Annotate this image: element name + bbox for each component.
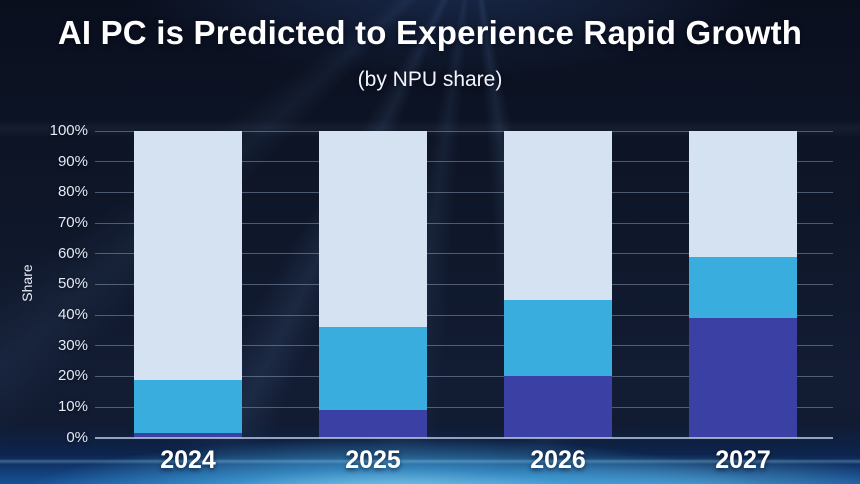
y-tick-label: 60% — [57, 244, 88, 262]
y-tick-label: 0% — [66, 428, 88, 446]
gridline — [95, 375, 833, 377]
y-tick-label: 90% — [57, 152, 88, 170]
y-tick-label: 80% — [57, 183, 88, 201]
bar-segment-2025-bottom-segment-dark-indigo — [319, 410, 427, 438]
gridline — [95, 283, 833, 285]
bar-segment-2026-bottom-segment-dark-indigo — [504, 376, 612, 438]
gridline — [95, 314, 833, 316]
x-tick-label-2027: 2027 — [715, 446, 771, 474]
bar-segment-2027-middle-segment-blue — [689, 256, 797, 319]
gridline — [95, 191, 833, 193]
bar-segment-2026-top-segment-light-blue — [504, 131, 612, 300]
y-tick-label: 30% — [57, 336, 88, 354]
bar-segment-2024-middle-segment-blue — [134, 379, 242, 434]
x-axis-baseline — [95, 436, 833, 439]
y-tick-label: 70% — [57, 214, 88, 232]
x-tick-label-2024: 2024 — [160, 446, 216, 474]
y-tick-label: 20% — [57, 367, 88, 385]
gridline — [95, 406, 833, 408]
gridline — [95, 130, 833, 132]
bar-segment-2025-middle-segment-blue — [319, 327, 427, 411]
bar-segment-2027-bottom-segment-dark-indigo — [689, 318, 797, 438]
gridline — [95, 161, 833, 163]
chart-subtitle: (by NPU share) — [357, 68, 503, 91]
x-tick-label-2025: 2025 — [345, 446, 401, 474]
gridline — [95, 222, 833, 224]
bar-segment-2026-middle-segment-blue — [504, 299, 612, 377]
y-tick-label: 10% — [57, 398, 88, 416]
gridline — [95, 253, 833, 255]
x-tick-label-2026: 2026 — [530, 446, 586, 474]
bar-segment-2025-top-segment-light-blue — [319, 131, 427, 328]
gridline — [95, 345, 833, 347]
y-tick-label: 40% — [57, 306, 88, 324]
y-tick-label: 100% — [49, 122, 88, 139]
bar-segment-2024-top-segment-light-blue — [134, 131, 242, 380]
bar-segment-2027-top-segment-light-blue — [689, 131, 797, 257]
y-tick-label: 50% — [57, 275, 88, 293]
chart-title: AI PC is Predicted to Experience Rapid G… — [57, 14, 803, 51]
